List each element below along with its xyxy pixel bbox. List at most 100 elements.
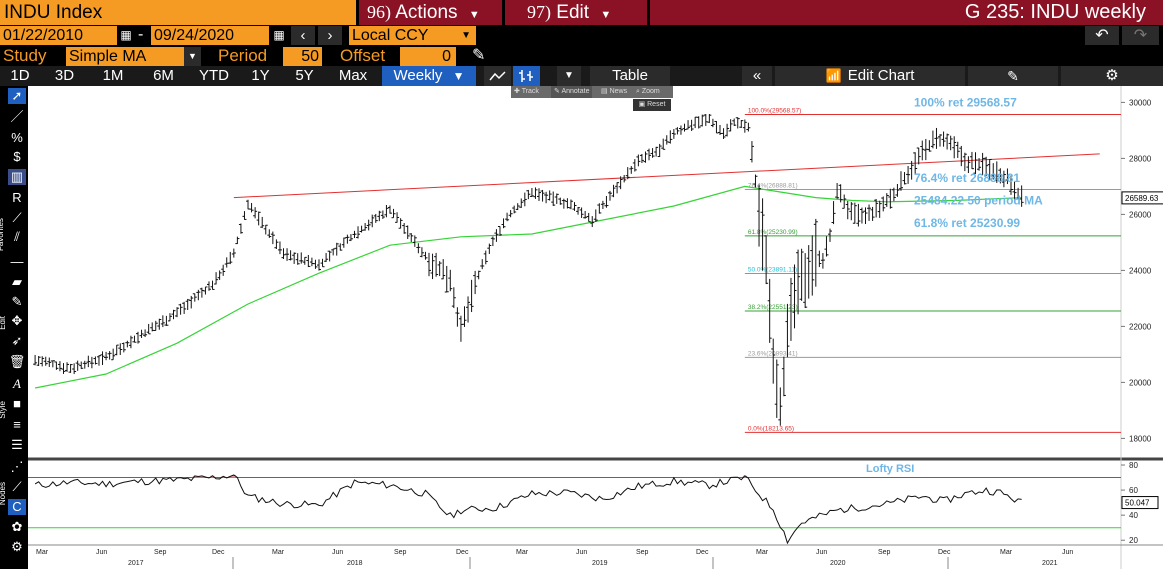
currency-select[interactable]: Local CCY ▼ <box>349 26 476 45</box>
color-palette-icon[interactable]: ✿ <box>11 519 23 534</box>
frequency-select[interactable]: Weekly ▼ <box>382 66 476 86</box>
chevron-down-icon[interactable]: ▼ <box>184 47 201 66</box>
previous-period-button[interactable]: ‹ <box>291 26 315 45</box>
timeframe-ytd[interactable]: YTD <box>199 67 229 84</box>
x-month-label: Jun <box>96 549 107 556</box>
reset-button[interactable]: ▣ Reset <box>633 99 671 111</box>
ohlc-bar <box>984 156 989 177</box>
horizontal-line-icon[interactable]: — <box>10 254 24 269</box>
zoom-button[interactable]: ⌕ Zoom <box>636 88 660 95</box>
actions-label: Actions <box>395 2 458 23</box>
trend-line <box>233 153 1100 199</box>
line-width-icon[interactable]: ☰ <box>11 437 23 452</box>
ohlc-bar <box>888 188 893 209</box>
ohlc-bar <box>231 248 236 258</box>
ohlc-bar <box>111 348 116 361</box>
track-button[interactable]: ✚ Track <box>514 88 539 95</box>
annotation-edit-button[interactable]: ✎ <box>968 66 1058 86</box>
ohlc-bar <box>253 207 258 219</box>
edit-box-icon: ✎ <box>1007 68 1019 84</box>
x-month-label: Sep <box>636 549 649 556</box>
dotted-line-icon[interactable]: ⋰ <box>10 459 24 474</box>
dash-line-icon[interactable]: ⟋ <box>12 479 22 494</box>
price-chart[interactable]: 18000 20000 22000 24000 26000 28000 30000 100.0… <box>28 86 1163 569</box>
line-style-icon[interactable]: ≡ <box>13 417 21 432</box>
cursor-icon[interactable]: ➚ <box>8 88 26 104</box>
study-select[interactable]: Simple MA <box>66 47 201 66</box>
ohlc-bar <box>788 277 793 341</box>
timeframe-5y[interactable]: 5Y <box>295 67 314 84</box>
percent-tool-icon[interactable]: % <box>11 130 23 145</box>
ohlc-bar <box>636 154 641 167</box>
select-tool-icon[interactable]: ➶ <box>11 333 23 348</box>
end-date-field[interactable]: 09/24/2020 <box>151 26 269 45</box>
chart-type-dropdown[interactable]: ▼ <box>557 66 581 86</box>
calendar-icon[interactable]: ▦ <box>273 28 285 42</box>
ohlc-bar <box>838 184 843 203</box>
undo-button[interactable]: ↶ <box>1085 26 1119 45</box>
pencil-icon[interactable]: ✎ <box>472 47 486 64</box>
timeframe-1d[interactable]: 1D <box>10 67 30 84</box>
actions-menu[interactable]: 96) Actions ▼ <box>359 0 502 25</box>
line-tool-icon[interactable]: ／ <box>10 109 24 124</box>
line-chart-type-button[interactable] <box>484 66 511 86</box>
bars-tool-icon[interactable]: ▥ <box>8 169 26 185</box>
ohlc-bar <box>178 303 183 315</box>
favorites-label: Favorites <box>0 218 5 251</box>
ohlc-bar <box>43 356 48 366</box>
edit-chart-button[interactable]: 📶 Edit Chart <box>775 66 965 86</box>
ohlc-bar <box>466 296 471 323</box>
period-field[interactable]: 50 <box>283 47 322 66</box>
timeframe-max[interactable]: Max <box>338 67 368 84</box>
fill-tool-icon[interactable]: ■ <box>13 396 21 411</box>
collapse-button[interactable]: « <box>742 66 772 86</box>
next-period-button[interactable]: › <box>318 26 342 45</box>
ohlc-bar <box>196 289 201 301</box>
edit-menu[interactable]: 97) Edit ▼ <box>505 0 647 25</box>
ohlc-bar <box>895 184 900 197</box>
ohlc-bar <box>891 187 896 202</box>
magnet-icon[interactable]: C <box>8 499 26 515</box>
calendar-icon[interactable]: ▦ <box>120 28 132 42</box>
ohlc-bar <box>295 253 300 265</box>
timeframe-1m[interactable]: 1M <box>102 67 124 84</box>
x-month-label: Sep <box>394 549 407 556</box>
offset-field[interactable]: 0 <box>400 47 456 66</box>
trend-tool-icon[interactable]: ⟋ <box>12 210 22 225</box>
ohlc-bar <box>593 209 598 222</box>
last-price-box <box>1121 191 1163 205</box>
move-tool-icon[interactable]: ✥ <box>11 313 23 328</box>
rsi-y-tick-label: 40 <box>1129 511 1138 520</box>
ohlc-bar <box>568 199 573 210</box>
shape-tool-icon[interactable]: ▰ <box>12 274 22 289</box>
retracement-tool-icon[interactable]: R <box>12 190 22 205</box>
fib-level-label: 100.0%(29568.57) <box>748 107 802 114</box>
channel-tool-icon[interactable]: ⫽ <box>14 229 20 244</box>
timeframe-1y[interactable]: 1Y <box>251 67 270 84</box>
gear-icon[interactable]: ⚙ <box>11 539 23 554</box>
timeframe-3d[interactable]: 3D <box>54 67 75 84</box>
ohlc-bar <box>625 167 630 180</box>
settings-button[interactable]: ⚙ <box>1061 66 1163 86</box>
start-date-field[interactable]: 01/22/2010 <box>0 26 117 45</box>
ohlc-bar <box>398 218 403 229</box>
ohlc-bar <box>167 313 172 322</box>
offset-label: Offset <box>340 46 386 65</box>
table-button[interactable]: Table <box>590 66 670 86</box>
text-tool-icon[interactable]: A <box>13 376 21 391</box>
bar-chart-type-button[interactable] <box>513 66 540 86</box>
trash-icon[interactable]: 🗑 <box>8 354 26 369</box>
timeframe-6m[interactable]: 6M <box>153 67 174 84</box>
news-button[interactable]: ▤ News <box>601 88 628 95</box>
gear-icon: ⚙ <box>1105 67 1119 84</box>
ohlc-bar <box>476 270 481 280</box>
x-month-label: Mar <box>272 549 285 556</box>
ticker-field[interactable]: INDU Index <box>0 0 356 25</box>
annotate-button[interactable]: ✎ Annotate <box>551 86 593 98</box>
ohlc-bar <box>675 127 680 135</box>
redo-button[interactable]: ↷ <box>1122 26 1159 45</box>
ohlc-bar <box>852 202 857 224</box>
dollar-tool-icon[interactable]: $ <box>13 149 21 164</box>
pen-tool-icon[interactable]: ✎ <box>11 294 23 309</box>
x-year-label: 2021 <box>1042 560 1058 567</box>
